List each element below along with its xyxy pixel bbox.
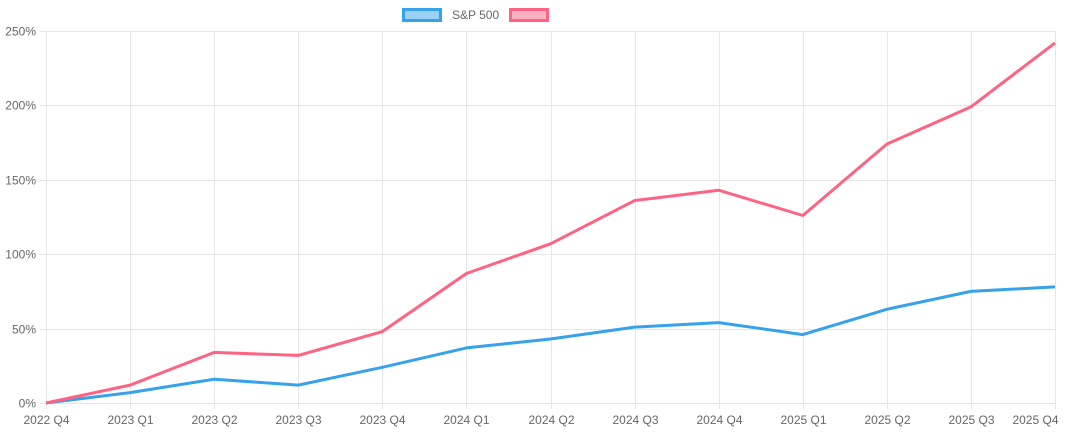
x-axis-tick-label: 2024 Q4 <box>696 413 742 427</box>
x-axis-tick-label: 2024 Q2 <box>528 413 574 427</box>
series-line-unnamed-1 <box>45 41 1056 405</box>
y-axis-tick-label: 200% <box>5 99 36 113</box>
x-axis-tick-label: 2023 Q3 <box>275 413 321 427</box>
x-axis-tick-label: 2023 Q4 <box>359 413 405 427</box>
y-axis-tick-label: 50% <box>12 323 36 337</box>
series-line-s-p-500 <box>45 285 1056 405</box>
x-axis-tick-label: 2025 Q2 <box>864 413 910 427</box>
y-axis-tick-label: 150% <box>5 174 36 188</box>
y-axis-tick-label: 250% <box>5 25 36 39</box>
legend-swatch <box>509 8 550 22</box>
legend-item-s-p-500[interactable]: S&P 500 <box>402 8 499 22</box>
x-axis-tick-label: 2022 Q4 <box>23 413 69 427</box>
legend-label: S&P 500 <box>452 8 500 22</box>
x-axis-tick-label: 2024 Q3 <box>612 413 658 427</box>
x-axis-tick-label: 2024 Q1 <box>443 413 489 427</box>
x-axis-tick-label: 2025 Q1 <box>780 413 826 427</box>
x-axis-tick-label: 2023 Q2 <box>191 413 237 427</box>
y-axis-tick-label: 100% <box>5 248 36 262</box>
x-axis-tick-label: 2025 Q4 <box>1012 413 1058 427</box>
legend-swatch <box>402 8 442 22</box>
y-axis-tick-label: 0% <box>19 397 37 411</box>
x-axis-tick-label: 2025 Q3 <box>948 413 994 427</box>
x-axis-tick-label: 2023 Q1 <box>107 413 153 427</box>
chart-legend: S&P 500 <box>402 8 550 22</box>
legend-item-unnamed-1[interactable] <box>509 8 550 22</box>
